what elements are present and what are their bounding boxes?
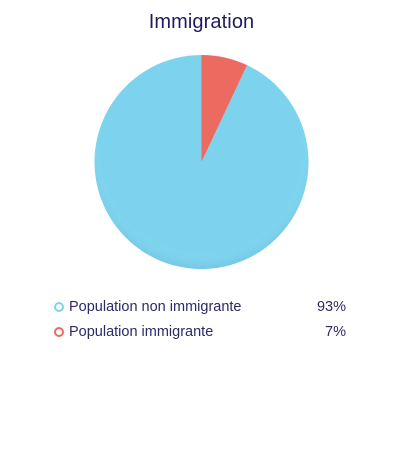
legend-marker-non-immigrant [54,302,64,312]
legend-value: 93% [316,299,346,315]
pie-slices [94,55,309,270]
legend-item-immigrant[interactable]: Population immigrante 7% [54,321,346,343]
legend-item-non-immigrant[interactable]: Population non immigrante 93% [54,296,346,318]
legend-label: Population non immigrante [69,299,242,315]
legend-label: Population immigrante [69,324,214,340]
chart-title: Immigration [148,11,255,33]
legend: Population non immigrante 93% Population… [54,296,346,346]
legend-value: 7% [325,324,346,340]
legend-marker-immigrant [54,327,64,337]
